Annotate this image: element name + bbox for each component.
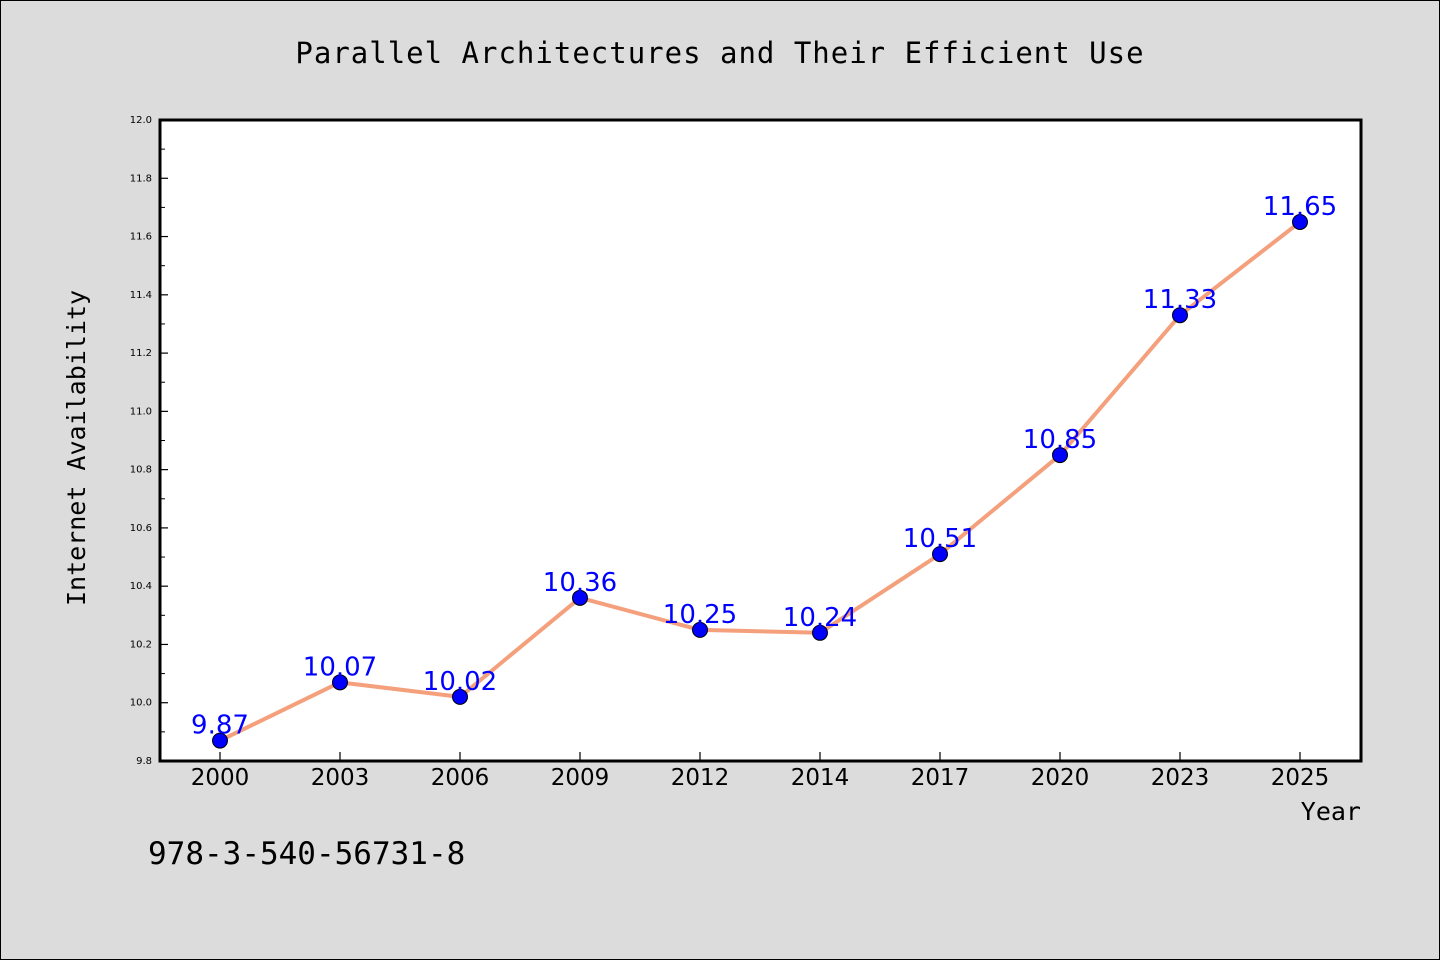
y-tick-label: 10.0 (130, 698, 152, 709)
data-point-marker (692, 621, 708, 638)
marker-group (212, 213, 1308, 749)
data-value-label: 11.33 (1143, 285, 1217, 315)
data-point-marker (1172, 307, 1188, 324)
series-line (218, 219, 1302, 743)
x-tick-label: 2017 (911, 765, 970, 791)
data-point-marker (812, 624, 828, 641)
x-tick-label: 2012 (671, 765, 730, 791)
y-tick-label: 11.0 (130, 406, 152, 417)
data-value-label: 10.85 (1023, 425, 1097, 455)
y-tick-label: 9.8 (136, 756, 152, 767)
data-value-label: 10.02 (423, 667, 497, 697)
data-point-marker (1292, 213, 1308, 230)
chart-title: Parallel Architectures and Their Efficie… (295, 36, 1144, 70)
data-value-label: 10.36 (543, 568, 617, 598)
y-tick-label: 11.2 (130, 348, 152, 359)
x-axis-ticks: 2000 2003 2006 2009 2012 2014 2017 2020 2023 2025 (191, 752, 1330, 791)
data-point-marker (452, 688, 468, 705)
data-value-label: 9.87 (191, 711, 249, 741)
plot-area (158, 118, 1363, 763)
x-tick-label: 2009 (551, 765, 610, 791)
x-tick-label: 2023 (1151, 765, 1210, 791)
y-tick-label: 11.8 (130, 173, 152, 184)
data-value-label: 10.25 (663, 600, 737, 630)
y-tick-label: 12.0 (130, 115, 152, 126)
y-tick-label: 10.6 (130, 523, 152, 534)
data-point-marker (212, 732, 228, 749)
data-point-marker (1052, 447, 1068, 464)
data-point-marker (332, 674, 348, 691)
x-tick-label: 2006 (431, 765, 490, 791)
x-tick-label: 2025 (1271, 765, 1330, 791)
x-tick-label: 2020 (1031, 765, 1090, 791)
data-value-label: 11.65 (1263, 192, 1337, 222)
data-value-label: 10.24 (783, 603, 857, 633)
y-tick-label: 11.4 (130, 290, 152, 301)
x-tick-label: 2003 (311, 765, 370, 791)
data-label-group: 9.87 10.07 10.02 10.36 10.25 10.24 10.51 10.85 1… (191, 192, 1337, 741)
data-value-label: 10.51 (903, 524, 977, 554)
y-axis-label: Internet Availability (62, 290, 91, 606)
y-axis-ticks: 9.8 10.0 10.2 10.4 10.6 10.8 11.0 11.2 11.4 11.6 1… (130, 115, 168, 767)
data-point-marker (932, 546, 948, 563)
data-point-marker (572, 589, 588, 606)
x-tick-label: 2014 (791, 765, 850, 791)
y-tick-label: 10.4 (130, 581, 152, 592)
y-tick-label: 10.8 (130, 465, 152, 476)
isbn-label: 978-3-540-56731-8 (148, 836, 465, 872)
y-tick-label: 11.6 (130, 232, 152, 243)
y-tick-label: 10.2 (130, 639, 152, 650)
series-line-group (218, 219, 1302, 743)
data-value-label: 10.07 (303, 652, 377, 682)
x-axis-label: Year (1301, 797, 1361, 826)
x-tick-label: 2000 (191, 765, 250, 791)
